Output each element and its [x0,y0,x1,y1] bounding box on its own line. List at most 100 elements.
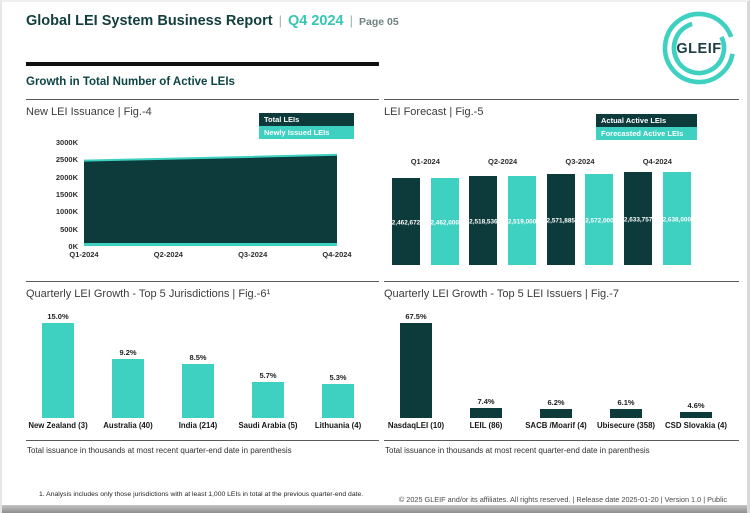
legend-item: Total LEIs [259,113,354,126]
bar-percent-label: 5.7% [259,370,277,380]
report-title: Global LEI System Business Report [26,13,273,29]
panel-top5-jurisdictions: Quarterly LEI Growth - Top 5 Jurisdictio… [26,281,379,457]
growth-bar [680,411,712,418]
y-axis-fig4: 3000K 2500K 2000K 1500K 1000K 500K 0K [26,100,78,270]
bar-value-label: 2,519,000 [507,218,537,226]
growth-bar [400,323,432,418]
bar-column: 4.6% [661,312,731,418]
gleif-logo-rings: GLEIF [662,11,736,85]
bar-percent-label: 15.0% [47,312,69,321]
bar-value-label: 2,572,000 [585,217,614,225]
panel-lei-forecast: LEI Forecast | Fig.-5 Actual Active LEIs… [384,99,739,281]
footnote: 1. Analysis includes only those jurisdic… [39,491,364,498]
bar-percent-label: 4.6% [687,400,705,410]
logo-inner-ring [671,20,727,76]
growth-bar [470,407,502,418]
copyright-footer: © 2025 GLEIF and/or its affiliates. All … [398,495,727,504]
quarter-labels-fig5: Q1-2024 Q2-2024 Q3-2024 Q4-2024 [384,157,739,167]
x-axis-fig4: Q1-2024 Q2-2024 Q3-2024 Q4-2024 [26,250,379,260]
report-header: Global LEI System Business Report | Q4 2… [26,13,399,29]
y-tick-label: 3000K [55,138,78,147]
chart-title-fig4: New LEI Issuance | Fig.-4 [26,106,152,118]
logo-text: GLEIF [676,41,721,57]
bar-chart-fig5: 2,462,672 2,462,000 2,518,536 2,519,000 2,57… [392,168,691,265]
category-labels-fig6: New Zealand (3) Australia (40) India (214)… [23,421,373,430]
total-leis-area [84,154,337,246]
y-tick-label: 2500K [55,155,78,165]
bar-value-label: 2,571,885 [546,217,575,225]
y-tick-label: 500K [60,224,78,234]
area-top-edge [84,153,337,162]
legend-fig5: Actual Active LEIs Forecasted Active LEIs [596,114,697,140]
y-tick-label: 1500K [55,189,78,199]
forecast-bar: 2,462,000 [430,178,459,265]
header-separator: | [278,13,282,28]
bar-category-label: NasdaqLEI (10) [387,421,445,430]
bar-value-label: 2,462,000 [430,219,459,227]
growth-bar [322,384,354,418]
gleif-logo: GLEIF [658,7,740,89]
bar-category-label: Saudi Arabia (5) [238,421,298,430]
quarter-label: Q4-2024 [642,157,672,166]
legend-item: Forecasted Active LEIs [596,127,697,140]
chart-title-fig7: Quarterly LEI Growth - Top 5 LEI Issuers… [384,288,619,300]
quarter-label: Q2-2024 [488,157,518,166]
bar-value-label: 2,518,536 [469,218,498,226]
bar-percent-label: 7.4% [477,396,495,406]
page-number: Page 05 [359,16,399,28]
bar-category-label: Australia (40) [103,421,153,430]
bar-category-label: CSD Slovakia (4) [665,421,727,430]
bar-percent-label: 6.2% [547,398,565,408]
bar-category-label: New Zealand (3) [28,421,88,430]
bar-percent-label: 8.5% [189,352,207,362]
bar-column: 7.4% [451,312,521,418]
x-tick-label: Q1-2024 [69,250,99,259]
section-rule [26,62,379,66]
chart-title-fig6: Quarterly LEI Growth - Top 5 Jurisdictio… [26,288,271,300]
bar-chart-fig7: 67.5% 7.4% 6.2% 6.1% 4.6% [381,312,731,418]
legend-item: Newly Issued LEIs [259,126,354,139]
forecast-bar: 2,519,000 [508,176,536,265]
bar-value-label: 2,462,672 [391,219,421,227]
bar-column: 67.5% [381,312,451,418]
forecast-bar: 2,462,672 [392,178,420,265]
bar-chart-fig6: 15.0% 9.2% 8.5% 5.7% 5.3% [23,312,373,418]
area-chart-fig4 [84,153,337,246]
chart-caption-fig7: Total issuance in thousands at most rece… [385,446,650,455]
x-tick-label: Q4-2024 [322,250,352,259]
bar-category-label: Lithuania (4) [314,421,362,430]
growth-bar [182,363,214,418]
report-period: Q4 2024 [287,13,344,29]
bar-category-label: LEIL (86) [469,421,503,430]
bar-value-label: 2,638,000 [662,216,692,224]
bar-category-label: Ubisecure (358) [596,421,656,430]
forecast-bar: 2,571,885 [547,174,575,265]
bar-column: 5.7% [233,312,303,418]
caption-rule [384,440,739,441]
bar-column: 8.5% [163,312,233,418]
growth-bar [610,409,642,418]
growth-bar [252,381,284,418]
y-tick-label: 1000K [55,207,78,217]
chart-title-fig5: LEI Forecast | Fig.-5 [384,106,484,118]
logo-outer-ring [662,11,736,85]
bar-column: 15.0% [23,312,93,418]
bar-column: 5.3% [303,312,373,418]
growth-bar [112,359,144,418]
forecast-bar: 2,518,536 [469,176,498,265]
section-title: Growth in Total Number of Active LEIs [26,76,235,88]
window-bottom-bar [2,505,747,513]
bar-percent-label: 67.5% [405,312,427,321]
chart-caption-fig6: Total issuance in thousands at most rece… [27,446,292,455]
legend-item: Actual Active LEIs [596,114,697,127]
bar-percent-label: 5.3% [329,373,347,383]
y-tick-label: 0K [68,241,78,251]
x-tick-label: Q3-2024 [238,250,268,259]
panel-top5-lei-issuers: Quarterly LEI Growth - Top 5 LEI Issuers… [384,281,739,457]
header-separator: | [349,13,353,28]
growth-bar [540,409,572,418]
forecast-bar: 2,572,000 [585,174,614,265]
bar-value-label: 2,633,757 [623,216,653,224]
quarter-label: Q1-2024 [410,157,440,166]
